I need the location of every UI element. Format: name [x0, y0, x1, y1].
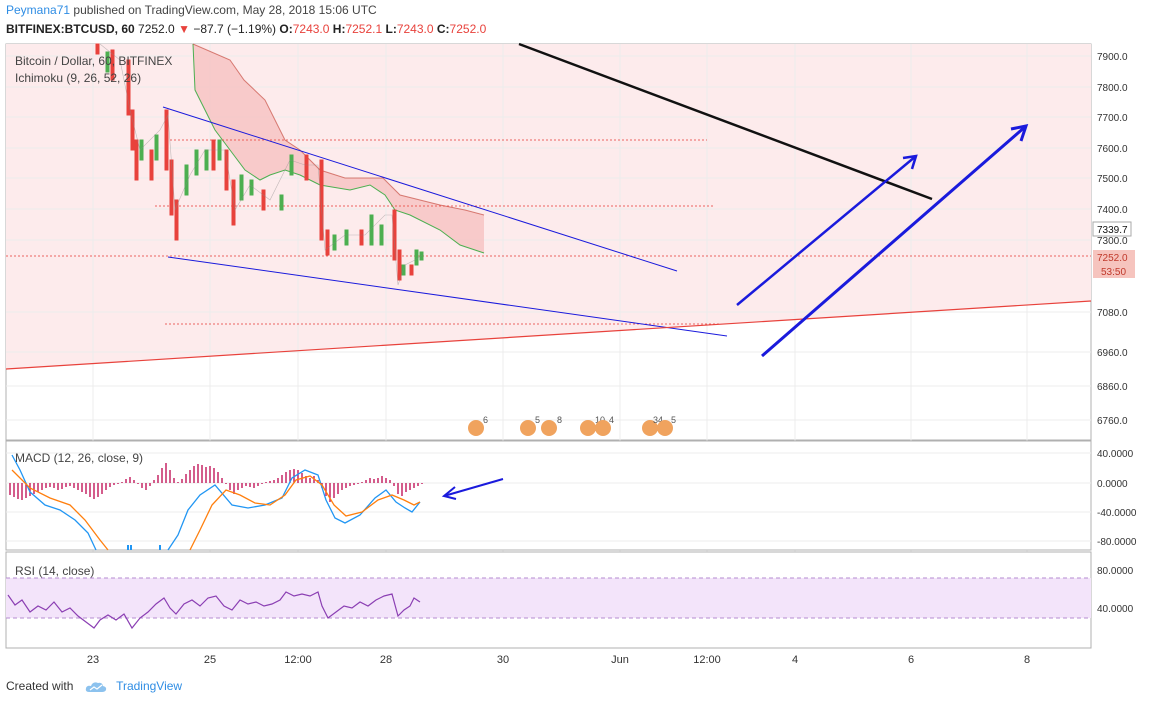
high-label: H: — [332, 22, 346, 36]
wedge-lower-line[interactable] — [167, 256, 728, 337]
event-badge-count: 4 — [609, 415, 614, 425]
macd-arrow-line — [443, 478, 504, 497]
macd-tick: -80.0000 — [1097, 537, 1137, 548]
countdown-text: 53:50 — [1101, 267, 1126, 278]
time-axis[interactable]: 23 25 12:00 28 30 Jun 12:00 4 6 8 — [87, 654, 1030, 666]
rsi-tick: 40.0000 — [1097, 604, 1134, 615]
event-badge-count: 6 — [483, 415, 488, 425]
macd-arrow[interactable] — [441, 478, 504, 500]
time-tick: 8 — [1024, 654, 1030, 666]
symbol-line: BITFINEX:BTCUSD, 60 — [6, 22, 135, 36]
time-tick: Jun — [611, 654, 629, 666]
candles — [95, 43, 424, 286]
price-tick: 7800.0 — [1097, 83, 1128, 94]
low-value: 7243.0 — [396, 22, 434, 36]
open-value: 7243.0 — [292, 22, 330, 36]
time-tick: 23 — [87, 654, 99, 666]
event-flag-icon — [468, 420, 484, 436]
rsi-axis[interactable]: 80.0000 40.0000 — [1097, 566, 1134, 615]
time-tick: 4 — [792, 654, 798, 666]
macd-axis[interactable]: 40.0000 0.0000 -40.0000 -80.0000 — [1097, 449, 1137, 548]
event-flag-icon — [657, 420, 673, 436]
published-text: published on TradingView.com, May 28, 20… — [73, 3, 377, 17]
price-tick: 7400.0 — [1097, 205, 1128, 216]
blue-price-tag — [1092, 221, 1132, 237]
instrument-title: Bitcoin / Dollar, 60, BITFINEX — [15, 54, 172, 68]
downtrend-line[interactable] — [518, 42, 933, 201]
rsi-line — [7, 591, 421, 630]
time-tick: 12:00 — [284, 654, 312, 666]
price-tick: 7600.0 — [1097, 144, 1128, 155]
price-tick: 6760.0 — [1097, 416, 1128, 427]
down-triangle-icon: ▼ — [178, 22, 190, 36]
indicator-label: Ichimoku (9, 26, 52, 26) — [15, 71, 141, 85]
chart-canvas[interactable]: Bitcoin / Dollar, 60, BITFINEX Ichimoku … — [0, 40, 1159, 674]
last-price-tag-text: 7252.0 — [1097, 253, 1128, 264]
low-label: L: — [385, 22, 397, 36]
wedge-upper-line[interactable] — [162, 106, 678, 272]
price-tick: 6860.0 — [1097, 382, 1128, 393]
footer: Created with TradingView — [6, 679, 182, 693]
macd-pane[interactable] — [5, 440, 1092, 551]
event-badge-count: 5 — [671, 415, 676, 425]
rsi-tick: 80.0000 — [1097, 566, 1134, 577]
event-badges[interactable]: 6 5 8 10 4 34 5 — [468, 415, 676, 436]
event-badge-count: 8 — [557, 415, 562, 425]
event-flag-icon — [541, 420, 557, 436]
macd-tick: 40.0000 — [1097, 449, 1134, 460]
dotted-levels — [6, 139, 1091, 325]
price-tick: 7900.0 — [1097, 52, 1128, 63]
event-flag-icon — [520, 420, 536, 436]
arrow-head-small-icon — [902, 154, 918, 170]
time-tick: 12:00 — [693, 654, 721, 666]
event-badge-count: 10 — [595, 415, 605, 425]
ichimoku-span-a — [192, 43, 485, 254]
symbol-info: BITFINEX:BTCUSD, 60 7252.0 ▼ −87.7 (−1.1… — [6, 22, 486, 36]
high-value: 7252.1 — [345, 22, 383, 36]
event-flag-icon — [580, 420, 596, 436]
open-label: O: — [279, 22, 293, 36]
time-tick: 30 — [497, 654, 509, 666]
macd-histogram — [9, 463, 423, 502]
tradingview-cloud-icon — [85, 682, 106, 692]
price-tick: 6960.0 — [1097, 348, 1128, 359]
price-tick: 7500.0 — [1097, 174, 1128, 185]
author-link[interactable]: Peymana71 — [6, 3, 71, 17]
ichimoku-cloud — [193, 44, 484, 253]
macd-title: MACD (12, 26, close, 9) — [15, 451, 143, 465]
ichimoku-span-b — [192, 43, 485, 216]
event-flag-icon — [642, 420, 658, 436]
price-change: −87.7 (−1.19%) — [193, 22, 277, 36]
signal-line — [11, 469, 421, 551]
event-flag-icon — [595, 420, 611, 436]
forecast-arrows[interactable] — [736, 124, 1029, 358]
publish-info: Peymana71 published on TradingView.com, … — [6, 3, 377, 17]
price-tick: 7700.0 — [1097, 113, 1128, 124]
tradingview-link[interactable]: TradingView — [116, 679, 183, 693]
event-badge-count: 34 — [653, 415, 663, 425]
price-tick: 7300.0 — [1097, 236, 1128, 247]
close-label: C: — [436, 22, 450, 36]
arrow-head-large-icon — [1010, 124, 1029, 142]
last-price-tag — [1093, 250, 1135, 278]
rsi-title: RSI (14, close) — [15, 564, 94, 578]
time-tick: 6 — [908, 654, 914, 666]
time-tick: 28 — [380, 654, 392, 666]
price-axis[interactable]: 7900.0 7800.0 7700.0 7600.0 7500.0 7400.… — [1097, 52, 1128, 427]
time-tick: 25 — [204, 654, 216, 666]
last-price: 7252.0 — [138, 22, 175, 36]
blue-price-tag-text: 7339.7 — [1097, 225, 1128, 236]
arrow-head-icon — [441, 486, 457, 500]
price-tick: 7080.0 — [1097, 308, 1128, 319]
created-with-text: Created with — [6, 679, 74, 693]
forecast-arrow-small — [736, 155, 917, 306]
rsi-band — [6, 578, 1091, 618]
close-value: 7252.0 — [449, 22, 487, 36]
macd-tick: 0.0000 — [1097, 479, 1128, 490]
forecast-arrow-large — [761, 124, 1027, 358]
support-line[interactable] — [5, 300, 1092, 370]
event-badge-count: 5 — [535, 415, 540, 425]
macd-tick: -40.0000 — [1097, 508, 1137, 519]
